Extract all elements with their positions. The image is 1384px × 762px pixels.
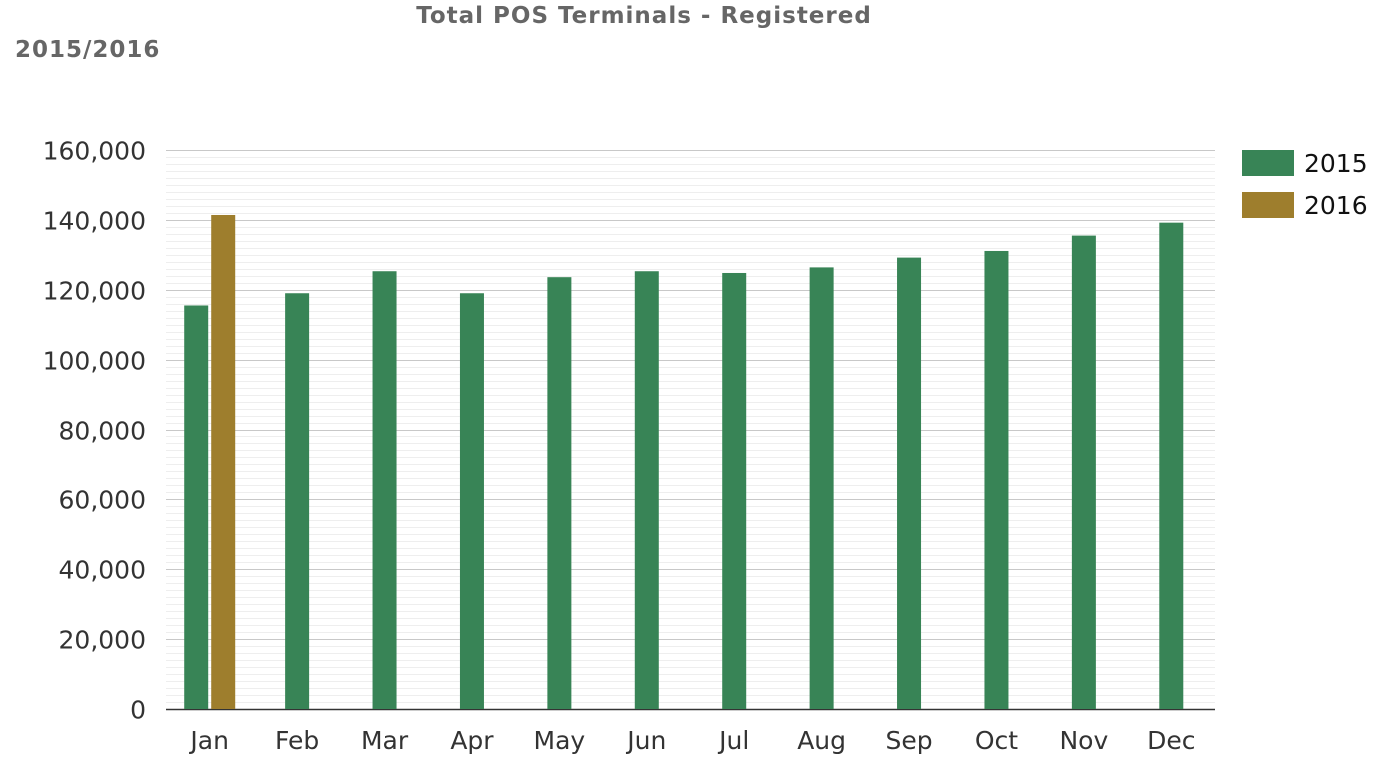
y-tick-label: 160,000 (43, 137, 146, 166)
y-tick-label: 140,000 (43, 207, 146, 236)
x-tick-label: Jan (188, 726, 229, 755)
bar-2015-jun (634, 271, 659, 709)
y-tick-label: 100,000 (43, 347, 146, 376)
x-tick-label: May (534, 726, 586, 755)
bar-2015-aug (809, 267, 834, 709)
bar-2015-jul (722, 272, 747, 709)
x-tick-label: Oct (975, 726, 1018, 755)
bar-2015-apr (459, 293, 484, 709)
bar-2015-oct (984, 250, 1009, 710)
x-tick-label: Jun (625, 726, 666, 755)
y-tick-label: 60,000 (59, 486, 146, 515)
axis-layer: 0 20,000 40,000 60,000 80,000 100,000 120,000 1… (43, 137, 1215, 755)
legend-swatch-2015 (1242, 150, 1294, 176)
y-tick-label: 120,000 (43, 277, 146, 306)
bar-2015-nov (1071, 235, 1096, 710)
x-tick-label: Sep (885, 726, 932, 755)
legend-label-2016: 2016 (1304, 191, 1368, 220)
bar-layer (184, 214, 1184, 710)
legend-swatch-2016 (1242, 192, 1294, 218)
bar-2015-feb (285, 293, 310, 709)
bar-2016-jan (211, 214, 236, 709)
bar-2015-jan (184, 305, 209, 709)
legend: 2015 2016 (1242, 149, 1368, 220)
x-tick-label: Aug (797, 726, 846, 755)
x-tick-label: Mar (361, 726, 409, 755)
legend-label-2015: 2015 (1304, 149, 1368, 178)
chart-subtitle: 2015/2016 (15, 37, 161, 63)
x-tick-label: Feb (275, 726, 319, 755)
y-tick-label: 0 (130, 696, 146, 725)
bar-2015-may (547, 277, 572, 709)
chart-title: Total POS Terminals - Registered (416, 3, 872, 29)
y-tick-label: 20,000 (59, 626, 146, 655)
grid-layer (166, 150, 1215, 703)
x-tick-label: Dec (1147, 726, 1195, 755)
y-tick-label: 80,000 (59, 417, 146, 446)
x-tick-label: Nov (1059, 726, 1108, 755)
bar-2015-mar (372, 271, 397, 709)
bar-2015-sep (897, 257, 922, 709)
x-tick-label: Apr (450, 726, 494, 755)
y-tick-label: 40,000 (59, 556, 146, 585)
x-tick-label: Jul (717, 726, 749, 755)
bar-2015-dec (1159, 222, 1184, 710)
